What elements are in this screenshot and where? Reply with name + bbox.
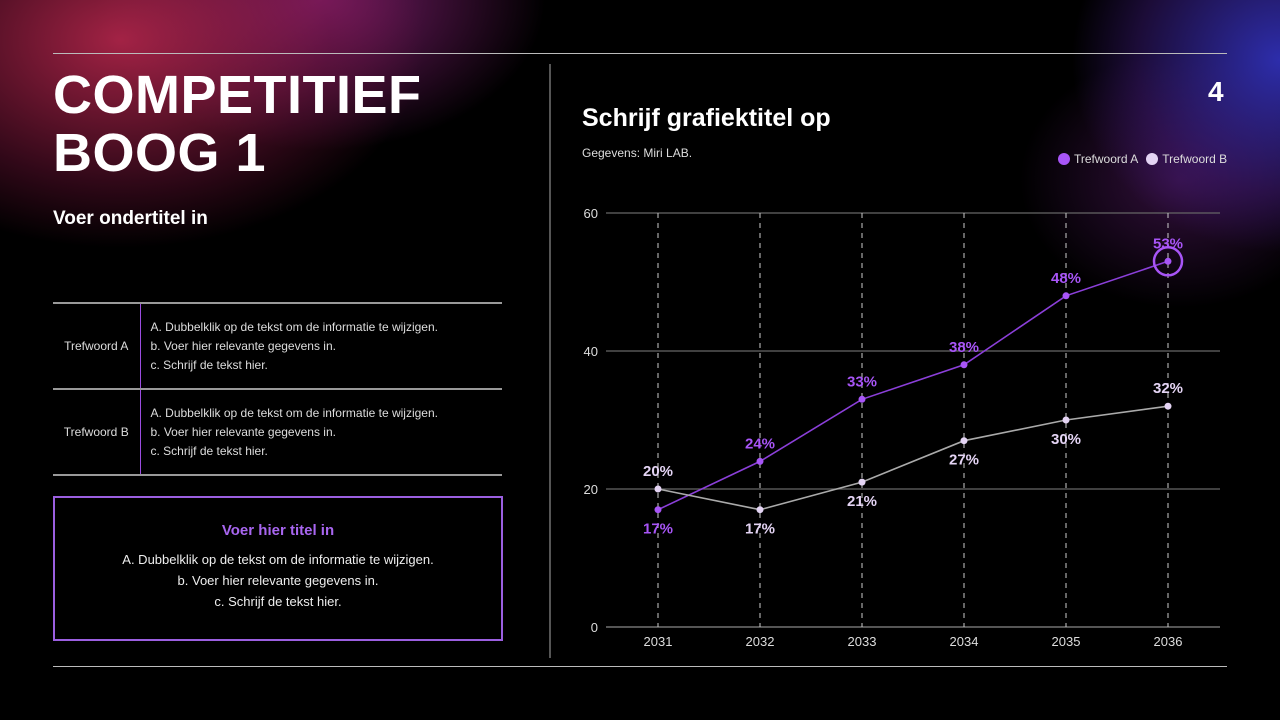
y-tick-label: 40 <box>584 344 598 359</box>
y-tick-label: 20 <box>584 482 598 497</box>
data-label: 53% <box>1153 235 1183 252</box>
info-box-title: Voer hier titel in <box>221 522 335 539</box>
y-tick-label: 0 <box>591 620 598 635</box>
line: c. Schrijf de tekst hier. <box>150 357 268 372</box>
table-row: Trefwoord A A. Dubbelklik op de tekst om… <box>53 302 502 390</box>
data-label: 48% <box>1051 270 1081 287</box>
legend-label: Trefwoord B <box>1162 152 1228 166</box>
legend-item-b: Trefwoord B <box>1146 152 1227 166</box>
data-point <box>756 457 764 465</box>
data-label: 17% <box>745 521 775 538</box>
table-row: Trefwoord B A. Dubbelklik op de tekst om… <box>53 388 502 476</box>
line: c. Schrijf de tekst hier. <box>150 443 268 458</box>
title-line-1: COMPETITIEF <box>53 65 422 125</box>
row-text: A. Dubbelklik op de tekst om de informat… <box>140 302 502 390</box>
x-tick-label: 2032 <box>746 634 775 649</box>
data-point <box>960 361 968 369</box>
data-point <box>756 506 764 514</box>
bottom-divider <box>53 666 1227 667</box>
page-number: 4 <box>1208 76 1224 107</box>
slide-title: COMPETITIEF BOOG 1 <box>53 66 422 182</box>
data-label: 33% <box>847 373 877 390</box>
info-box: Voer hier titel in A. Dubbelklik op de t… <box>53 496 503 641</box>
x-tick-label: 2033 <box>848 634 877 649</box>
data-point <box>654 485 662 493</box>
chart-legend: Trefwoord A Trefwoord B <box>1058 152 1227 166</box>
data-label: 17% <box>643 521 673 538</box>
info-line: c. Schrijf de tekst hier. <box>214 594 342 609</box>
data-label: 32% <box>1153 380 1183 397</box>
line: b. Voer hier relevante gegevens in. <box>150 424 336 439</box>
data-label: 27% <box>949 452 979 469</box>
data-point <box>858 478 866 486</box>
legend-dot-icon <box>1058 153 1070 165</box>
highlight-ring <box>1152 246 1184 277</box>
data-point <box>858 395 866 403</box>
data-point <box>1164 402 1172 410</box>
top-divider <box>53 53 1227 54</box>
data-point <box>1062 416 1070 424</box>
series-line-b <box>657 405 1169 511</box>
data-label: 21% <box>847 493 877 510</box>
chart-title: Schrijf grafiektitel op <box>582 104 831 132</box>
series-line-a <box>657 260 1169 511</box>
title-line-2: BOOG 1 <box>53 123 267 183</box>
data-label: 24% <box>745 435 775 452</box>
line: A. Dubbelklik op de tekst om de informat… <box>150 319 438 334</box>
data-label: 20% <box>643 463 673 480</box>
vertical-divider <box>549 64 551 658</box>
data-point <box>960 437 968 445</box>
info-line: b. Voer hier relevante gegevens in. <box>177 573 379 588</box>
legend-dot-icon <box>1146 153 1159 165</box>
x-tick-label: 2035 <box>1052 634 1081 649</box>
data-point <box>1062 292 1070 300</box>
subtitle: Voer ondertitel in <box>53 208 208 229</box>
line: b. Voer hier relevante gegevens in. <box>150 338 336 353</box>
info-line: A. Dubbelklik op de tekst om de informat… <box>122 552 434 567</box>
line: A. Dubbelklik op de tekst om de informat… <box>150 405 438 420</box>
chart-source: Gegevens: Miri LAB. <box>582 146 693 160</box>
data-point <box>1164 257 1172 265</box>
data-point <box>654 506 662 514</box>
data-label: 38% <box>949 339 979 356</box>
keyword-table: Trefwoord A A. Dubbelklik op de tekst om… <box>53 302 502 476</box>
x-tick-label: 2036 <box>1154 634 1183 649</box>
legend-label: Trefwoord A <box>1074 152 1139 166</box>
y-tick-label: 60 <box>584 206 598 221</box>
row-key: Trefwoord B <box>53 388 141 476</box>
row-key: Trefwoord A <box>53 302 141 390</box>
data-label: 30% <box>1051 431 1081 448</box>
legend-item-a: Trefwoord A <box>1058 152 1138 166</box>
x-tick-label: 2034 <box>950 634 979 649</box>
x-tick-label: 2031 <box>644 634 673 649</box>
row-text: A. Dubbelklik op de tekst om de informat… <box>140 388 502 476</box>
